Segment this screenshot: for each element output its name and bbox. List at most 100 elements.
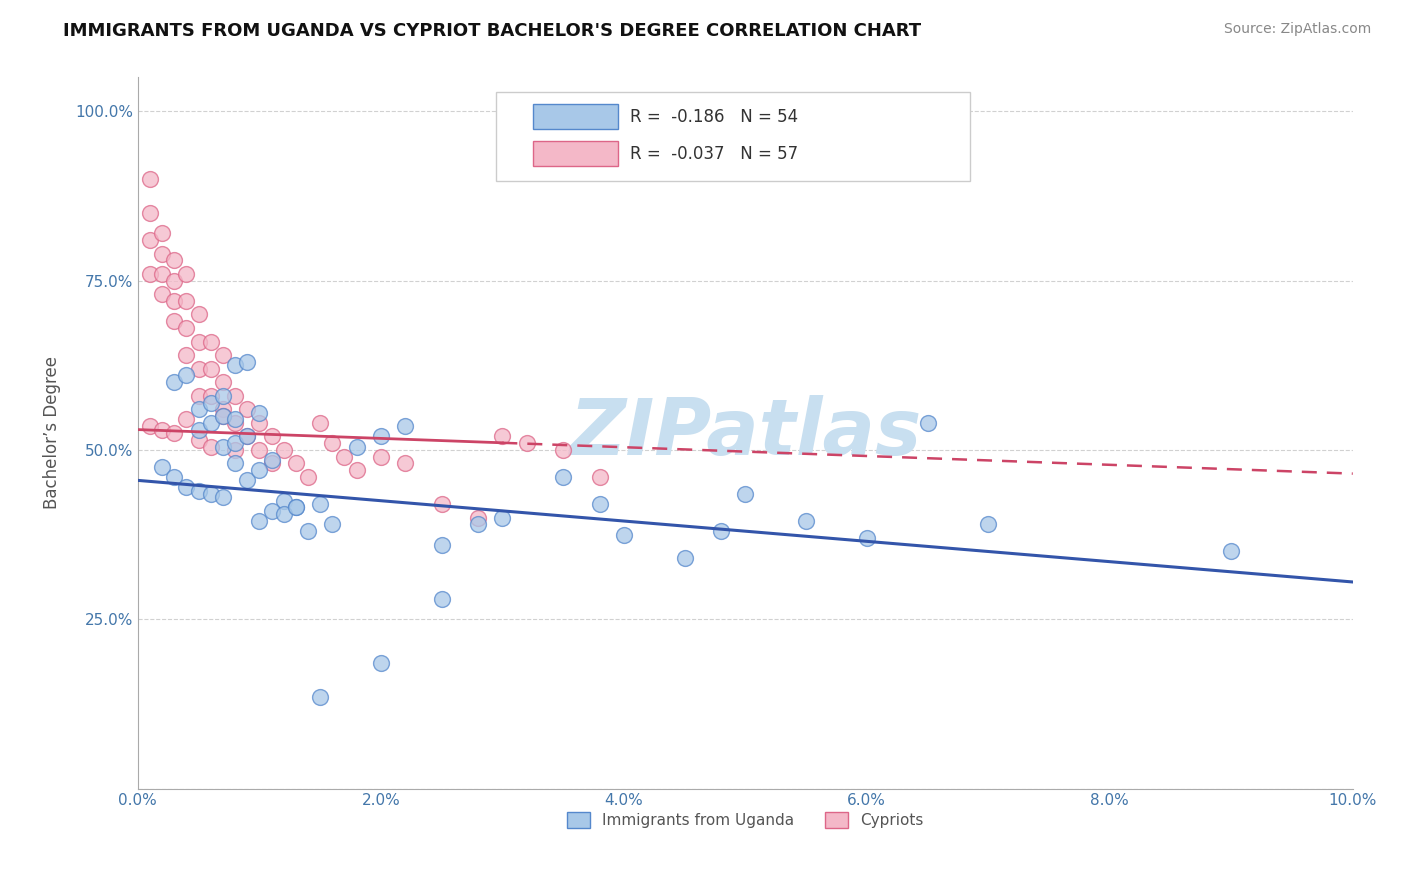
Point [516, 436, 538, 450]
Point [394, 457, 416, 471]
Point [551, 442, 574, 457]
Point [224, 416, 246, 430]
Point [247, 416, 270, 430]
Point [200, 440, 222, 454]
Point [977, 517, 1000, 532]
Point [163, 253, 186, 268]
Point [139, 206, 162, 220]
Point [150, 423, 173, 437]
Point [224, 412, 246, 426]
Point [551, 470, 574, 484]
Legend: Immigrants from Uganda, Cypriots: Immigrants from Uganda, Cypriots [561, 806, 929, 834]
Text: IMMIGRANTS FROM UGANDA VS CYPRIOT BACHELOR'S DEGREE CORRELATION CHART: IMMIGRANTS FROM UGANDA VS CYPRIOT BACHEL… [63, 22, 921, 40]
Point [139, 267, 162, 281]
Point [200, 389, 222, 403]
Point [200, 395, 222, 409]
Point [224, 389, 246, 403]
Point [260, 457, 283, 471]
Point [856, 531, 879, 545]
Point [673, 551, 696, 566]
Point [284, 500, 307, 515]
Point [187, 361, 209, 376]
Point [430, 538, 453, 552]
Point [163, 470, 186, 484]
Point [150, 267, 173, 281]
Point [1220, 544, 1243, 558]
Point [260, 504, 283, 518]
Point [236, 355, 259, 369]
Point [212, 348, 235, 362]
Point [224, 457, 246, 471]
Point [346, 440, 368, 454]
Point [187, 308, 209, 322]
Point [346, 463, 368, 477]
Point [430, 497, 453, 511]
Point [260, 453, 283, 467]
Point [333, 450, 356, 464]
Point [613, 527, 636, 541]
Point [212, 409, 235, 423]
Point [430, 591, 453, 606]
Point [247, 463, 270, 477]
Point [139, 233, 162, 247]
Point [212, 402, 235, 417]
Point [176, 348, 198, 362]
Point [150, 246, 173, 260]
Point [917, 416, 939, 430]
Text: ZIPatlas: ZIPatlas [569, 395, 921, 471]
Point [247, 514, 270, 528]
Point [200, 487, 222, 501]
Point [273, 442, 295, 457]
Point [273, 508, 295, 522]
Point [370, 450, 392, 464]
Point [187, 423, 209, 437]
Point [467, 510, 489, 524]
Point [176, 368, 198, 383]
Point [200, 334, 222, 349]
Point [163, 375, 186, 389]
Point [212, 375, 235, 389]
Y-axis label: Bachelor’s Degree: Bachelor’s Degree [44, 357, 60, 509]
Point [236, 429, 259, 443]
Point [394, 419, 416, 434]
Point [247, 442, 270, 457]
Point [163, 293, 186, 308]
Point [200, 361, 222, 376]
Point [273, 493, 295, 508]
Point [163, 274, 186, 288]
Point [236, 429, 259, 443]
Point [139, 172, 162, 186]
Point [588, 470, 610, 484]
Point [794, 514, 817, 528]
Point [710, 524, 733, 538]
FancyBboxPatch shape [496, 92, 970, 180]
Point [370, 429, 392, 443]
Point [176, 480, 198, 494]
Point [297, 524, 319, 538]
Point [224, 442, 246, 457]
Point [491, 429, 513, 443]
Point [212, 440, 235, 454]
Point [260, 429, 283, 443]
Point [176, 412, 198, 426]
Point [224, 436, 246, 450]
Point [309, 690, 332, 705]
Point [150, 226, 173, 240]
Bar [533, 141, 617, 166]
Point [236, 474, 259, 488]
Point [309, 416, 332, 430]
Point [187, 334, 209, 349]
Point [187, 402, 209, 417]
Point [139, 419, 162, 434]
Text: R =  -0.037   N = 57: R = -0.037 N = 57 [630, 145, 799, 162]
Point [284, 457, 307, 471]
Point [309, 497, 332, 511]
Point [176, 267, 198, 281]
Point [284, 500, 307, 515]
Point [212, 491, 235, 505]
Point [187, 433, 209, 447]
Point [212, 409, 235, 423]
Bar [533, 103, 617, 129]
Point [163, 425, 186, 440]
Point [163, 314, 186, 328]
